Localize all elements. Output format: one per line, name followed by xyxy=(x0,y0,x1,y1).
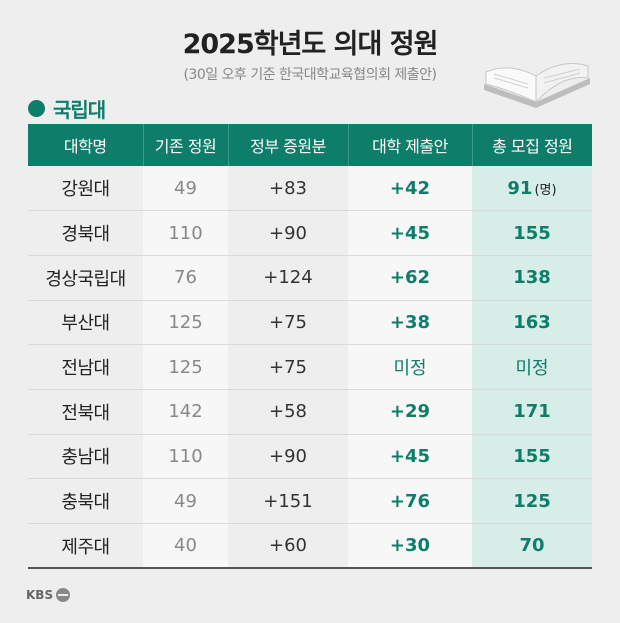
page-subtitle: (30일 오후 기준 한국대학교육협의회 제출안) xyxy=(183,67,438,83)
existing-quota: 40 xyxy=(143,523,228,570)
university-submission: +62 xyxy=(348,255,472,301)
section-label: 국립대 xyxy=(53,98,106,122)
kbs-logo-icon xyxy=(56,588,71,602)
col-header-university-submission: 대학 제출안 xyxy=(348,124,473,166)
university-name: 제주대 xyxy=(28,523,143,570)
table-row: 경상국립대 76 +124 +62 138 xyxy=(28,255,592,301)
existing-quota: 110 xyxy=(143,434,228,480)
government-increase: +75 xyxy=(228,344,348,390)
university-submission: +42 xyxy=(348,166,472,212)
logo-text: KBS xyxy=(26,588,54,602)
government-increase: +151 xyxy=(228,478,348,524)
unit-label: (명) xyxy=(534,182,557,198)
university-submission: +76 xyxy=(348,478,472,524)
table-header-row: 대학명 기존 정원 정부 증원분 대학 제출안 총 모집 정원 xyxy=(28,124,592,166)
table-row: 전남대 125 +75 미정 미정 xyxy=(28,344,592,390)
government-increase: +124 xyxy=(228,255,348,301)
university-submission: 미정 xyxy=(348,344,472,390)
col-header-total-quota: 총 모집 정원 xyxy=(472,124,592,166)
open-book-icon xyxy=(484,63,590,108)
col-header-existing-quota: 기존 정원 xyxy=(143,124,229,166)
university-submission: +30 xyxy=(348,523,472,570)
government-increase: +90 xyxy=(228,434,348,480)
government-increase: +58 xyxy=(228,389,348,435)
government-increase: +75 xyxy=(228,300,348,346)
government-increase: +90 xyxy=(228,210,348,256)
table-row: 충북대 49 +151 +76 125 xyxy=(28,478,592,524)
university-submission: +45 xyxy=(348,210,472,256)
table-row: 제주대 40 +60 +30 70 xyxy=(28,523,592,570)
total-quota: 138 xyxy=(472,255,592,301)
university-name: 충남대 xyxy=(28,434,143,480)
table-row: 충남대 110 +90 +45 155 xyxy=(28,434,592,480)
existing-quota: 125 xyxy=(143,344,228,390)
existing-quota: 49 xyxy=(143,166,228,212)
university-submission: +29 xyxy=(348,389,472,435)
university-submission: +38 xyxy=(348,300,472,346)
total-quota: 70 xyxy=(472,523,592,570)
table-row: 강원대 49 +83 +42 91 (명) xyxy=(28,166,592,212)
total-quota: 171 xyxy=(472,389,592,435)
bullet-dot-icon xyxy=(28,100,45,117)
university-submission: +45 xyxy=(348,434,472,480)
university-name: 충북대 xyxy=(28,478,143,524)
total-value: 91 xyxy=(507,177,533,199)
table-row: 부산대 125 +75 +38 163 xyxy=(28,300,592,346)
university-name: 경북대 xyxy=(28,210,143,256)
university-name: 전북대 xyxy=(28,389,143,435)
section-heading: 국립대 xyxy=(28,94,106,123)
total-quota: 163 xyxy=(472,300,592,346)
existing-quota: 110 xyxy=(143,210,228,256)
existing-quota: 142 xyxy=(143,389,228,435)
existing-quota: 49 xyxy=(143,478,228,524)
university-name: 전남대 xyxy=(28,344,143,390)
col-header-university: 대학명 xyxy=(28,124,144,166)
university-name: 강원대 xyxy=(28,166,143,212)
col-header-government-increase: 정부 증원분 xyxy=(228,124,349,166)
admissions-table: 대학명 기존 정원 정부 증원분 대학 제출안 총 모집 정원 강원대 49 +… xyxy=(28,124,592,570)
existing-quota: 125 xyxy=(143,300,228,346)
table-row: 경북대 110 +90 +45 155 xyxy=(28,210,592,256)
government-increase: +60 xyxy=(228,523,348,570)
page-title: 2025학년도 의대 정원 xyxy=(182,29,439,60)
existing-quota: 76 xyxy=(143,255,228,301)
government-increase: +83 xyxy=(228,166,348,212)
total-quota: 91 (명) xyxy=(472,166,592,212)
total-quota: 155 xyxy=(472,210,592,256)
university-name: 경상국립대 xyxy=(28,255,143,301)
university-name: 부산대 xyxy=(28,300,143,346)
table-row: 전북대 142 +58 +29 171 xyxy=(28,389,592,435)
total-quota: 155 xyxy=(472,434,592,480)
total-quota: 미정 xyxy=(472,344,592,390)
kbs-logo: KBS xyxy=(26,588,71,602)
total-quota: 125 xyxy=(472,478,592,524)
